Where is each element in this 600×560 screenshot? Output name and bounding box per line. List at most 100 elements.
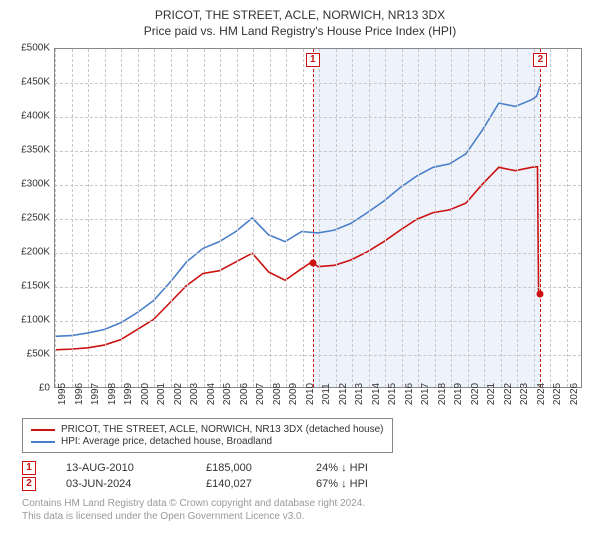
x-axis-label: 2011 xyxy=(321,383,332,405)
x-axis-label: 1997 xyxy=(90,383,101,405)
x-axis-label: 2020 xyxy=(470,383,481,405)
sale-date: 03-JUN-2024 xyxy=(66,478,176,490)
legend-swatch xyxy=(31,441,55,443)
series-line xyxy=(55,167,539,350)
x-axis-label: 1999 xyxy=(123,383,134,405)
gridline-v xyxy=(534,49,535,387)
gridline-v xyxy=(435,49,436,387)
gridline-v xyxy=(336,49,337,387)
gridline-v xyxy=(154,49,155,387)
gridline-v xyxy=(121,49,122,387)
chart-subtitle: Price paid vs. HM Land Registry's House … xyxy=(10,24,590,38)
y-axis-label: £450K xyxy=(21,77,50,88)
x-axis-label: 2014 xyxy=(371,383,382,405)
x-axis-label: 2015 xyxy=(387,383,398,405)
x-axis-label: 2003 xyxy=(189,383,200,405)
x-axis-label: 2009 xyxy=(288,383,299,405)
gridline-v xyxy=(402,49,403,387)
gridline-h xyxy=(55,219,581,220)
gridline-v xyxy=(319,49,320,387)
gridline-v xyxy=(55,49,56,387)
gridline-v xyxy=(171,49,172,387)
plot-region: 12 xyxy=(54,48,582,388)
gridline-v xyxy=(270,49,271,387)
x-axis-label: 2008 xyxy=(272,383,283,405)
x-axis-label: 2002 xyxy=(173,383,184,405)
x-axis-label: 2016 xyxy=(404,383,415,405)
gridline-h xyxy=(55,185,581,186)
gridline-h xyxy=(55,151,581,152)
gridline-v xyxy=(352,49,353,387)
gridline-h xyxy=(55,355,581,356)
x-axis-label: 2024 xyxy=(536,383,547,405)
gridline-v xyxy=(204,49,205,387)
legend-item: PRICOT, THE STREET, ACLE, NORWICH, NR13 … xyxy=(31,424,384,435)
sale-diff: 24% ↓ HPI xyxy=(316,462,368,474)
gridline-v xyxy=(72,49,73,387)
x-axis-label: 2023 xyxy=(519,383,530,405)
sales-list: 1 13-AUG-2010 £185,000 24% ↓ HPI 2 03-JUN-202… xyxy=(10,461,590,491)
gridline-v xyxy=(286,49,287,387)
gridline-v xyxy=(369,49,370,387)
gridline-v xyxy=(550,49,551,387)
y-axis-label: £300K xyxy=(21,179,50,190)
sale-vline xyxy=(313,49,314,387)
sale-row-marker: 1 xyxy=(22,461,36,475)
y-axis-label: £500K xyxy=(21,43,50,54)
footer-line-2: This data is licensed under the Open Gov… xyxy=(22,510,590,523)
chart-area: 12 £0£50K£100K£150K£200K£250K£300K£350K£… xyxy=(10,44,590,414)
y-axis-label: £400K xyxy=(21,111,50,122)
gridline-v xyxy=(484,49,485,387)
gridline-h xyxy=(55,321,581,322)
x-axis-label: 2021 xyxy=(486,383,497,405)
gridline-v xyxy=(385,49,386,387)
x-axis-label: 1995 xyxy=(57,383,68,405)
y-axis-label: £50K xyxy=(27,349,50,360)
gridline-v xyxy=(237,49,238,387)
gridline-h xyxy=(55,83,581,84)
gridline-h xyxy=(55,117,581,118)
gridline-h xyxy=(55,287,581,288)
sale-marker-box: 2 xyxy=(533,53,547,67)
x-axis-label: 1998 xyxy=(107,383,118,405)
sale-diff: 67% ↓ HPI xyxy=(316,478,368,490)
sale-price: £185,000 xyxy=(206,462,286,474)
chart-title: PRICOT, THE STREET, ACLE, NORWICH, NR13 … xyxy=(10,8,590,22)
gridline-v xyxy=(105,49,106,387)
gridline-v xyxy=(88,49,89,387)
gridline-v xyxy=(138,49,139,387)
sale-dot xyxy=(309,260,316,267)
y-axis-label: £150K xyxy=(21,281,50,292)
x-axis-label: 2017 xyxy=(420,383,431,405)
y-axis-label: £100K xyxy=(21,315,50,326)
sale-date: 13-AUG-2010 xyxy=(66,462,176,474)
x-axis-label: 2025 xyxy=(552,383,563,405)
legend-label: PRICOT, THE STREET, ACLE, NORWICH, NR13 … xyxy=(61,424,384,435)
sale-row: 1 13-AUG-2010 £185,000 24% ↓ HPI xyxy=(22,461,590,475)
gridline-h xyxy=(55,253,581,254)
x-axis-label: 2018 xyxy=(437,383,448,405)
sale-row-marker: 2 xyxy=(22,477,36,491)
gridline-v xyxy=(451,49,452,387)
x-axis-label: 2013 xyxy=(354,383,365,405)
x-axis-label: 2001 xyxy=(156,383,167,405)
legend-swatch xyxy=(31,429,55,431)
x-axis-label: 2026 xyxy=(569,383,580,405)
footer-text: Contains HM Land Registry data © Crown c… xyxy=(22,497,590,523)
sale-marker-box: 1 xyxy=(306,53,320,67)
x-axis-label: 1996 xyxy=(74,383,85,405)
gridline-v xyxy=(517,49,518,387)
x-axis-label: 2006 xyxy=(239,383,250,405)
gridline-v xyxy=(220,49,221,387)
x-axis-label: 2005 xyxy=(222,383,233,405)
x-axis-label: 2007 xyxy=(255,383,266,405)
gridline-v xyxy=(468,49,469,387)
legend-label: HPI: Average price, detached house, Broa… xyxy=(61,436,272,447)
gridline-v xyxy=(567,49,568,387)
gridline-v xyxy=(418,49,419,387)
x-axis-label: 2000 xyxy=(140,383,151,405)
gridline-v xyxy=(187,49,188,387)
legend-item: HPI: Average price, detached house, Broa… xyxy=(31,436,384,447)
sale-vline xyxy=(540,49,541,387)
x-axis-label: 2022 xyxy=(503,383,514,405)
